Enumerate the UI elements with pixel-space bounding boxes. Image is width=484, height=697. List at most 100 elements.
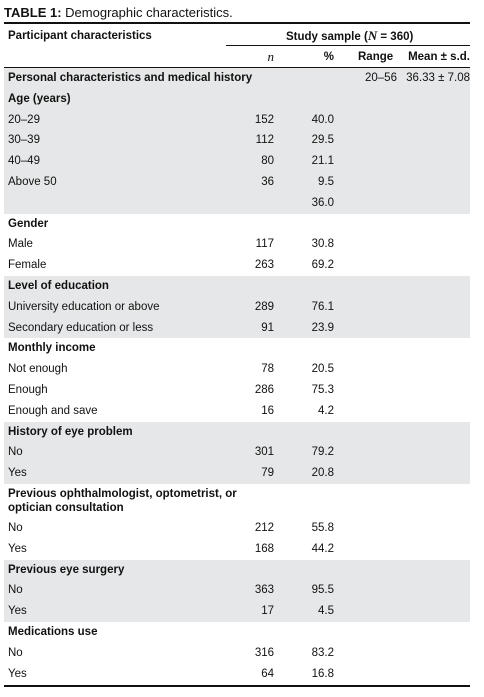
caption-text: Demographic characteristics.: [61, 5, 233, 20]
table-group-row: History of eye problem: [4, 421, 470, 443]
header-pct: %: [323, 51, 334, 63]
table-row: Enough and save 16 4.2: [4, 401, 470, 422]
row-pct: 79.2: [311, 446, 334, 459]
row-label: University education or above: [8, 300, 160, 313]
row-n: 78: [261, 363, 274, 376]
study-sample-n: N: [367, 28, 378, 43]
table-group-row: Medications use: [4, 622, 470, 643]
row-pct: 40.0: [311, 113, 334, 126]
row-n: 112: [255, 134, 274, 147]
row-n: 301: [254, 446, 274, 459]
row-n: 16: [261, 404, 274, 417]
row-n: 64: [261, 667, 274, 680]
study-sample-rule: [226, 45, 470, 46]
row-label: Above 50: [8, 176, 57, 188]
row-label: 30–39: [8, 134, 40, 147]
row-pct: 55.8: [311, 522, 334, 534]
row-range: 20–56: [365, 72, 397, 84]
row-pct: 20.5: [311, 363, 334, 376]
top-rule: [4, 22, 470, 24]
row-n: 91: [261, 321, 274, 334]
table-group-row: Monthly income: [4, 338, 470, 359]
row-pct: 23.9: [311, 321, 334, 334]
row-label: Yes: [8, 542, 27, 555]
row-label: Yes: [8, 467, 27, 480]
row-label: Monthly income: [8, 342, 96, 355]
row-pct: 4.5: [318, 605, 334, 618]
row-label: Female: [8, 259, 47, 272]
table-row: No 212 55.8: [4, 518, 470, 539]
row-n: 152: [254, 113, 274, 126]
table-group-row: Previous ophthalmologist, optometrist, o…: [4, 484, 470, 518]
table-group-row: Age (years): [4, 88, 470, 110]
row-label: Male: [8, 238, 33, 251]
table-row: Yes 64 16.8: [4, 664, 470, 685]
caption-label: TABLE 1:: [4, 5, 62, 20]
header-participant: Participant characteristics: [8, 30, 152, 42]
table-row: Yes 79 20.8: [4, 463, 470, 484]
table-row: Secondary education or less 91 23.9: [4, 317, 470, 339]
row-label: Gender: [8, 217, 49, 230]
row-pct: 76.1: [311, 300, 334, 313]
table-row: No 301 79.2: [4, 442, 470, 464]
row-n: 289: [254, 300, 274, 313]
row-n: 363: [254, 584, 274, 597]
table-row: Male 117 30.8: [4, 234, 470, 255]
row-pct: 29.5: [311, 134, 334, 147]
table-row: 30–39 112 29.5: [4, 130, 470, 152]
row-label: Yes: [8, 667, 27, 680]
row-label: 20–29: [8, 113, 40, 126]
header-n: n: [267, 49, 275, 64]
row-n: 80: [261, 155, 274, 168]
row-label: Age (years): [8, 92, 71, 105]
row-pct: 30.8: [311, 238, 334, 251]
row-n: 36: [261, 176, 274, 188]
study-sample-suffix: = 360): [377, 31, 414, 43]
row-pct: 4.2: [318, 404, 334, 417]
row-pct: 16.8: [311, 667, 334, 680]
table-row: Yes 17 4.5: [4, 601, 470, 622]
table-group-row: Gender: [4, 214, 470, 235]
table-caption: TABLE 1: Demographic characteristics.: [4, 4, 233, 21]
table-row: Not enough 78 20.5: [4, 359, 470, 380]
row-n: 316: [254, 646, 274, 659]
row-label: No: [8, 584, 23, 597]
table-row: Female 263 69.2: [4, 255, 470, 276]
header-rule: [4, 67, 470, 68]
row-pct: 21.1: [311, 155, 334, 168]
row-n: 79: [261, 467, 274, 480]
row-pct: 9.5: [318, 176, 334, 188]
row-label: Level of education: [8, 280, 109, 292]
row-pct: 69.2: [311, 259, 334, 272]
row-pct: 75.3: [311, 384, 334, 396]
row-label: Enough and save: [8, 404, 98, 417]
bottom-rule: [4, 685, 470, 688]
row-pct: 95.5: [311, 584, 334, 597]
row-label: Enough: [8, 384, 48, 396]
table-row: No 363 95.5: [4, 580, 470, 602]
row-label: Secondary education or less: [8, 321, 154, 334]
row-label: No: [8, 446, 23, 459]
row-pct: 36.0: [311, 196, 334, 209]
header-range: Range: [358, 51, 394, 63]
row-label: 40–49: [8, 155, 40, 168]
row-label: No: [8, 522, 23, 534]
table-row: Enough 286 75.3: [4, 380, 470, 401]
row-pct: 44.2: [311, 542, 334, 555]
row-label: No: [8, 646, 23, 659]
row-label: History of eye problem: [8, 425, 133, 438]
row-n: 263: [254, 259, 274, 272]
table-row: Above 50 36 9.5: [4, 172, 470, 193]
table-group-row: Previous eye surgery: [4, 559, 470, 581]
table-row: Yes 168 44.2: [4, 539, 470, 560]
row-n: 286: [254, 384, 274, 396]
row-pct: 20.8: [311, 467, 334, 480]
table-group-row: Level of education: [4, 276, 470, 297]
header-mean: Mean ± s.d.: [408, 51, 470, 63]
row-n: 17: [261, 605, 274, 618]
row-mean: 36.33 ± 7.08: [406, 72, 470, 84]
row-label: Not enough: [8, 363, 68, 376]
table-group-row: Personal characteristics and medical his…: [4, 68, 470, 89]
table-row: 20–29 152 40.0: [4, 109, 470, 131]
